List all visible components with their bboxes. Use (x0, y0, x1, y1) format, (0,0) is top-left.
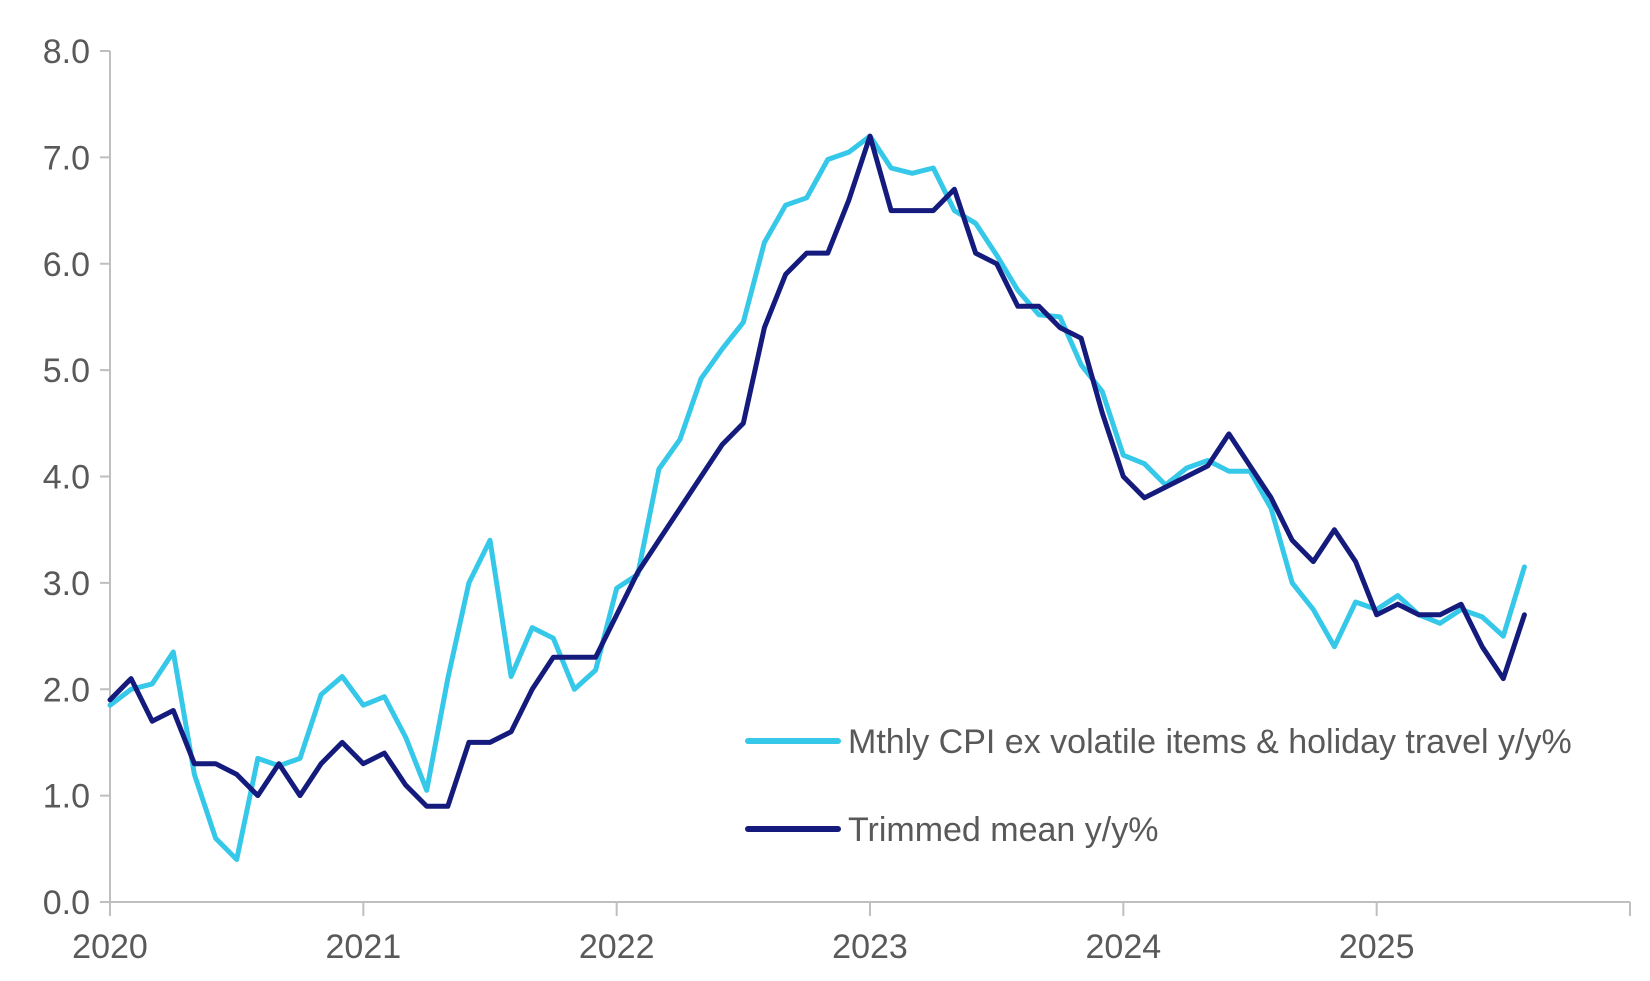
x-tick-label: 2025 (1339, 928, 1415, 966)
x-tick-label: 2022 (579, 928, 655, 966)
series-layer (107, 133, 1527, 862)
axes-layer: 0.0 1.0 2.0 3.0 4.0 5.0 6.0 7.0 8.0 2020 2021 2022 2… (43, 33, 1631, 966)
x-tick-label: 2023 (832, 928, 908, 966)
y-tick-label: 8.0 (43, 33, 90, 71)
legend-label-cpi: Mthly CPI ex volatile items & holiday tr… (848, 723, 1572, 761)
y-tick-label: 6.0 (43, 246, 90, 284)
x-tick-label: 2021 (326, 928, 402, 966)
y-tick-label: 2.0 (43, 671, 90, 709)
y-tick-label: 1.0 (43, 778, 90, 816)
series-line-trimmed (107, 133, 1527, 809)
y-tick-label: 7.0 (43, 139, 90, 177)
y-tick-label: 4.0 (43, 459, 90, 497)
y-tick-label: 3.0 (43, 565, 90, 603)
x-tick-label: 2024 (1086, 928, 1162, 966)
y-tick-label: 0.0 (43, 884, 90, 922)
legend-label-trimmed: Trimmed mean y/y% (848, 811, 1158, 849)
x-tick-label: 2020 (72, 928, 148, 966)
legend: Mthly CPI ex volatile items & holiday tr… (745, 723, 1572, 849)
y-tick-label: 5.0 (43, 352, 90, 390)
series-line-cpi (107, 133, 1527, 862)
